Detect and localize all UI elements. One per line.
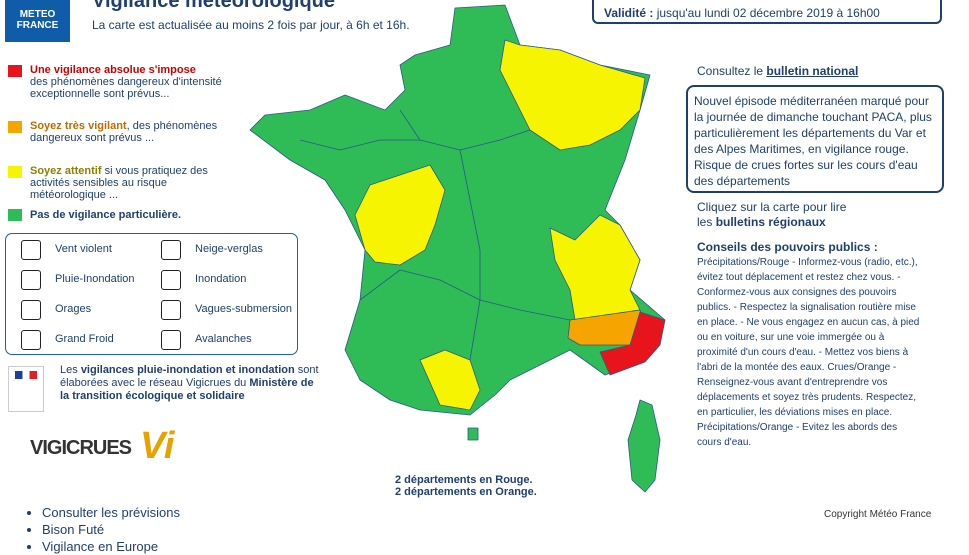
- logo[interactable]: METEO FRANCE: [5, 0, 70, 42]
- validity-box: Validité : jusqu'au lundi 02 décembre 20…: [592, 0, 942, 24]
- hazard-icon: [21, 330, 41, 350]
- hazard-icon: [161, 330, 181, 350]
- link-list: Consulter les prévisions Bison Futé Vigi…: [42, 504, 180, 555]
- link[interactable]: Vigilance en Europe: [42, 538, 180, 555]
- hazard-icon: [161, 240, 181, 260]
- link[interactable]: Bison Futé: [42, 521, 180, 538]
- national-link[interactable]: bulletin national: [766, 64, 859, 78]
- summary-line: 2 départements en Orange.: [395, 486, 537, 498]
- level-title: Une vigilance absolue s'impose: [30, 64, 196, 76]
- subtitle: La carte est actualisée au moins 2 fois …: [92, 18, 410, 32]
- note-text: Les: [60, 364, 78, 376]
- hazard-icon: [21, 240, 41, 260]
- regional-text: les: [697, 215, 713, 229]
- hazard-icon: [161, 270, 181, 290]
- advice-title: Conseils des pouvoirs publics :: [697, 240, 878, 254]
- level-title: Pas de vigilance particulière.: [30, 209, 182, 221]
- vigilance-map[interactable]: [240, 0, 680, 500]
- level: Une vigilance absolue s'impose des phénom…: [8, 64, 223, 100]
- hazard-label: Grand Froid: [55, 333, 114, 345]
- note-bold: vigilances pluie-inondation et inondatio…: [80, 364, 295, 376]
- hazard-label: Pluie-Inondation: [55, 273, 135, 285]
- vigicrues-logo[interactable]: VIGICRUES: [30, 437, 132, 459]
- vi-logo[interactable]: Vi: [140, 425, 175, 467]
- regional-link[interactable]: bulletins régionaux: [715, 215, 826, 229]
- hazard-icon: [161, 300, 181, 320]
- level-text: , des phénomènes dangereux sont prévus .…: [30, 120, 218, 144]
- hazard-label: Avalanches: [195, 333, 252, 345]
- hazard-label: Neige-verglas: [195, 243, 263, 255]
- level-title: Soyez très vigilant: [30, 120, 127, 132]
- title: Vigilance météorologique: [92, 0, 336, 12]
- advice-text: Précipitations/Rouge - Informez-vous (ra…: [697, 257, 920, 448]
- level: Soyez attentif si vous pratiquez des act…: [8, 165, 223, 201]
- national-text: Consultez le: [697, 64, 764, 78]
- hazard-label: Vagues-submersion: [195, 303, 293, 315]
- level-title: Soyez attentif: [30, 165, 102, 177]
- hazard-label: Vent violent: [55, 243, 112, 255]
- regional-text: Cliquez sur la carte pour lire: [697, 200, 847, 214]
- level: Pas de vigilance particulière.: [8, 209, 223, 221]
- validity-text: jusqu'au lundi 02 décembre 2019 à 16h00: [656, 6, 880, 20]
- note-ministry: Ministère de la transition écologique et…: [60, 377, 314, 402]
- hazard-icon: [21, 270, 41, 290]
- note-text: sont élaborées avec le réseau Vigicrues …: [60, 364, 319, 389]
- hazard-label: Inondation: [195, 273, 247, 285]
- logo-text: FRANCE: [16, 20, 59, 31]
- hazard-label: Orages: [55, 303, 92, 315]
- bulletin-box: Nouvel épisode méditerranéen marqué pour…: [686, 85, 944, 193]
- hazard-legend: Vent violent Neige-verglas Pluie-Inondatio…: [5, 233, 298, 355]
- link[interactable]: Consulter les prévisions: [42, 504, 180, 521]
- hazard-icon: [21, 300, 41, 320]
- summary-line: 2 départements en Rouge.: [395, 474, 533, 486]
- level-text: si vous pratiquez des activités sensible…: [30, 165, 208, 201]
- map-summary: 2 départements en Rouge. 2 départements …: [395, 474, 537, 498]
- vigicrues-note: Les vigilances pluie-inondation et inond…: [60, 364, 320, 403]
- copyright: Copyright Météo France: [824, 509, 932, 520]
- national: Consultez le bulletin national: [697, 64, 858, 78]
- regional: Cliquez sur la carte pour lire les bulle…: [697, 200, 846, 230]
- validity-label: Validité :: [604, 6, 654, 20]
- level-text: des phénomènes dangereux d'intensité exc…: [30, 76, 222, 100]
- logo-text: METEO: [19, 9, 56, 20]
- ministry-logo: [8, 366, 44, 412]
- level: Soyez très vigilant, des phénomènes dang…: [8, 120, 223, 144]
